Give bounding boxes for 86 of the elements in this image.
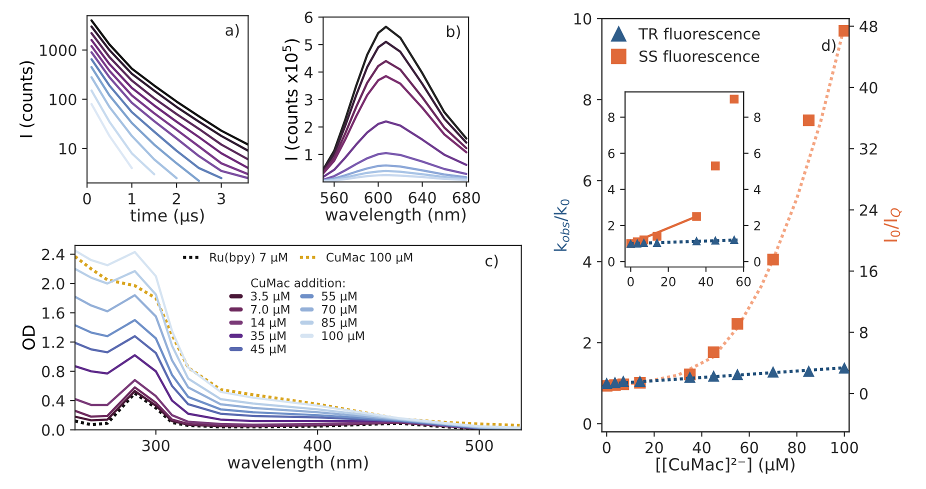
y-tick-label: 4 — [608, 185, 615, 194]
y-tick-label: 4 — [304, 66, 313, 78]
y2-tick-label: 24 — [860, 204, 878, 216]
y-tick-label: 2 — [304, 121, 312, 133]
x-tick-label: 0 — [628, 276, 634, 286]
x-axis-title: wavelength (nm) — [325, 208, 466, 224]
y-tick-label: 0 — [583, 418, 592, 430]
x-axis-title: [[CuMac]²⁻] (µM) — [656, 458, 794, 474]
legend-label: 3.5 µM — [251, 292, 290, 303]
x-tick-label: 40 — [698, 276, 714, 286]
legend-label: TR fluorescence — [638, 28, 760, 40]
y-tick-label: 10 — [574, 13, 592, 25]
y-tick-label: 2 — [608, 220, 614, 230]
y-tick-label: 100 — [50, 94, 76, 106]
legend-label: 100 µM — [322, 331, 364, 342]
y-tick-label: 1000 — [40, 44, 76, 56]
y2-tick-label: 16 — [860, 266, 878, 278]
x-tick-label: 0 — [83, 192, 91, 204]
y2-tick-label: 0 — [754, 257, 760, 267]
y2-tick-label: 48 — [860, 20, 878, 32]
legend-label: CuMac 100 µM — [326, 252, 412, 264]
x-tick-label: 60 — [736, 276, 751, 286]
y2-tick-label: 8 — [754, 112, 760, 122]
legend-label: 7.0 µM — [251, 304, 290, 316]
x-tick-label: 500 — [466, 440, 493, 452]
y-axis-title: I (counts) — [20, 61, 34, 138]
legend-label: 45 µM — [250, 344, 286, 356]
y-tick-label: 8 — [583, 94, 592, 106]
y2-tick-label: 32 — [860, 143, 877, 155]
legend-label: SS fluorescence — [640, 50, 760, 62]
y-tick-label: 5 — [304, 39, 312, 51]
y2-tick-label: 4 — [754, 185, 761, 194]
y-tick-label: 6 — [608, 148, 615, 158]
x-tick-label: 80 — [788, 442, 806, 454]
legend-label: 14 µM — [251, 318, 286, 330]
y-tick-label: 1 — [305, 149, 312, 160]
x-tick-label: 2 — [172, 192, 180, 204]
x-tick-label: 1 — [128, 193, 136, 204]
x-tick-label: 300 — [142, 440, 170, 452]
y-tick-label: 0.8 — [42, 366, 64, 378]
x-tick-label: 680 — [452, 192, 480, 204]
y2-tick-label: 2 — [754, 220, 760, 230]
y-tick-label: 1.6 — [42, 307, 64, 319]
y-tick-label: 4 — [583, 256, 592, 268]
legend-label: 85 µM — [322, 318, 356, 330]
annotation: b) — [447, 25, 460, 39]
y-tick-label: 10 — [60, 142, 76, 155]
y-tick-label: 3 — [304, 94, 312, 106]
x-tick-label: 640 — [408, 192, 436, 204]
x-tick-label: 20 — [646, 442, 663, 454]
y-tick-label: 0.0 — [42, 424, 64, 436]
x-axis-title: wavelength (nm) — [228, 456, 368, 472]
y-tick-label: 2.4 — [42, 248, 64, 260]
x-tick-label: 400 — [304, 440, 332, 452]
x-tick-label: 20 — [661, 276, 676, 286]
y-axis-title: I (counts x10$^{5}$) — [282, 39, 300, 160]
y-tick-label: 2 — [584, 337, 591, 348]
y-axis-title: k$_{obs}$/k$_{0}$ — [554, 199, 570, 251]
annotation: d) — [822, 39, 836, 53]
x-tick-label: 560 — [320, 192, 348, 204]
legend-label: 55 µM — [322, 292, 356, 303]
y2-tick-label: 8 — [860, 326, 868, 338]
annotation: a) — [226, 24, 239, 38]
x-tick-label: 100 — [831, 442, 858, 454]
x-tick-label: 60 — [740, 442, 758, 454]
y-tick-label: 2.0 — [42, 278, 64, 290]
legend-title: CuMac addition: — [251, 278, 345, 288]
legend-label: Ru(bpy) 7 µM — [210, 252, 287, 264]
x-tick-label: 600 — [364, 192, 392, 204]
y-tick-label: 8 — [608, 112, 614, 122]
y2-tick-label: 6 — [754, 148, 760, 158]
y-tick-label: 6 — [304, 12, 312, 24]
x-tick-label: 40 — [692, 442, 710, 454]
y-axis-title: OD — [22, 326, 35, 350]
y-tick-label: 0.4 — [42, 395, 64, 407]
y-tick-label: 0 — [608, 257, 614, 267]
x-axis-title: time (µs) — [130, 208, 204, 225]
legend-label: 70 µM — [322, 304, 356, 316]
x-tick-label: 3 — [218, 192, 225, 204]
y-tick-label: 6 — [584, 175, 592, 187]
y2-axis-title: I$_{0}$/I$_{Q}$ — [884, 208, 902, 242]
y-tick-label: 1.2 — [42, 336, 64, 348]
legend-label: 35 µM — [251, 331, 286, 342]
y2-tick-label: 0 — [860, 388, 868, 400]
annotation: c) — [486, 254, 498, 268]
y2-tick-label: 40 — [860, 82, 878, 94]
